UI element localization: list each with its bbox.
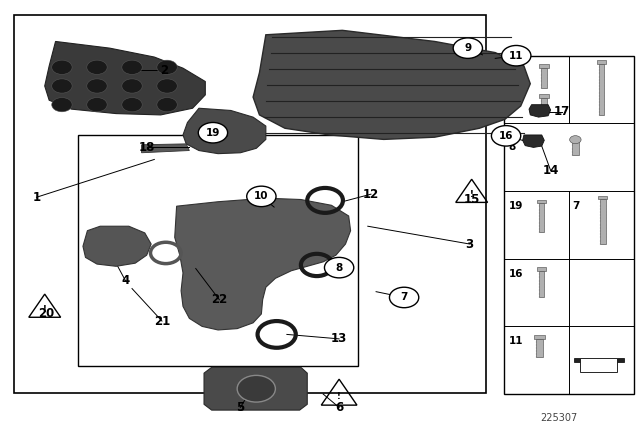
Bar bbox=[534, 335, 545, 339]
Text: 14: 14 bbox=[543, 164, 559, 177]
Circle shape bbox=[52, 98, 72, 112]
Polygon shape bbox=[204, 367, 307, 410]
Circle shape bbox=[453, 38, 483, 58]
Text: 10: 10 bbox=[509, 93, 523, 103]
Circle shape bbox=[122, 98, 142, 112]
Polygon shape bbox=[45, 42, 205, 115]
Text: 17: 17 bbox=[554, 105, 570, 118]
Bar bbox=[572, 142, 579, 155]
Circle shape bbox=[198, 122, 228, 143]
Bar bbox=[541, 68, 547, 88]
Bar bbox=[538, 271, 544, 297]
Text: 11: 11 bbox=[509, 336, 523, 346]
Polygon shape bbox=[253, 30, 531, 139]
Circle shape bbox=[390, 287, 419, 308]
Text: 19: 19 bbox=[205, 128, 220, 138]
Text: 11: 11 bbox=[509, 51, 524, 61]
Text: !: ! bbox=[470, 190, 474, 199]
Text: 225307: 225307 bbox=[540, 413, 577, 422]
Bar bbox=[536, 339, 543, 358]
Polygon shape bbox=[83, 226, 151, 266]
Circle shape bbox=[502, 45, 531, 66]
Text: !: ! bbox=[337, 392, 341, 401]
Bar bbox=[598, 64, 604, 115]
Text: 8: 8 bbox=[335, 263, 343, 273]
Circle shape bbox=[492, 125, 521, 146]
Text: 5: 5 bbox=[236, 401, 244, 414]
Text: 16: 16 bbox=[499, 131, 513, 141]
Text: 15: 15 bbox=[463, 193, 480, 206]
Bar bbox=[504, 56, 634, 394]
Text: 18: 18 bbox=[138, 141, 155, 154]
Text: 2: 2 bbox=[160, 64, 168, 77]
Text: 1: 1 bbox=[33, 191, 40, 204]
Text: !: ! bbox=[43, 305, 47, 314]
Bar bbox=[600, 199, 605, 244]
Bar bbox=[537, 200, 546, 203]
Circle shape bbox=[122, 79, 142, 93]
Text: 20: 20 bbox=[38, 306, 54, 319]
Circle shape bbox=[87, 60, 107, 74]
Text: 7: 7 bbox=[572, 201, 579, 211]
Bar bbox=[598, 196, 607, 199]
Text: 7: 7 bbox=[401, 293, 408, 302]
Polygon shape bbox=[175, 198, 351, 330]
Polygon shape bbox=[574, 358, 623, 372]
Circle shape bbox=[246, 186, 276, 207]
Text: 12: 12 bbox=[363, 188, 379, 201]
Text: 19: 19 bbox=[509, 201, 523, 211]
Polygon shape bbox=[523, 135, 544, 147]
Text: 9: 9 bbox=[464, 43, 472, 53]
Circle shape bbox=[157, 60, 177, 74]
Text: 21: 21 bbox=[154, 314, 170, 327]
Circle shape bbox=[570, 136, 581, 144]
Text: 13: 13 bbox=[331, 332, 348, 345]
Bar bbox=[537, 267, 546, 271]
Polygon shape bbox=[141, 144, 189, 153]
Text: 22: 22 bbox=[211, 293, 227, 306]
Circle shape bbox=[157, 79, 177, 93]
Text: 3: 3 bbox=[466, 237, 474, 250]
Polygon shape bbox=[581, 359, 616, 372]
Text: 9: 9 bbox=[509, 65, 516, 76]
Bar bbox=[540, 94, 548, 98]
Circle shape bbox=[52, 79, 72, 93]
Text: 8: 8 bbox=[509, 142, 516, 152]
Circle shape bbox=[122, 60, 142, 74]
Bar bbox=[597, 60, 606, 64]
Text: 6: 6 bbox=[335, 401, 343, 414]
Circle shape bbox=[87, 79, 107, 93]
Text: 4: 4 bbox=[122, 275, 130, 288]
Polygon shape bbox=[529, 105, 550, 117]
Circle shape bbox=[87, 98, 107, 112]
Bar bbox=[78, 135, 358, 366]
Circle shape bbox=[52, 60, 72, 74]
Polygon shape bbox=[183, 108, 266, 154]
Bar bbox=[539, 64, 549, 68]
Bar bbox=[541, 98, 547, 111]
Circle shape bbox=[324, 258, 354, 278]
Circle shape bbox=[157, 98, 177, 112]
Bar bbox=[14, 15, 486, 393]
Text: 16: 16 bbox=[509, 269, 523, 279]
Bar bbox=[538, 203, 544, 232]
Circle shape bbox=[237, 375, 275, 402]
Text: 10: 10 bbox=[254, 191, 269, 202]
